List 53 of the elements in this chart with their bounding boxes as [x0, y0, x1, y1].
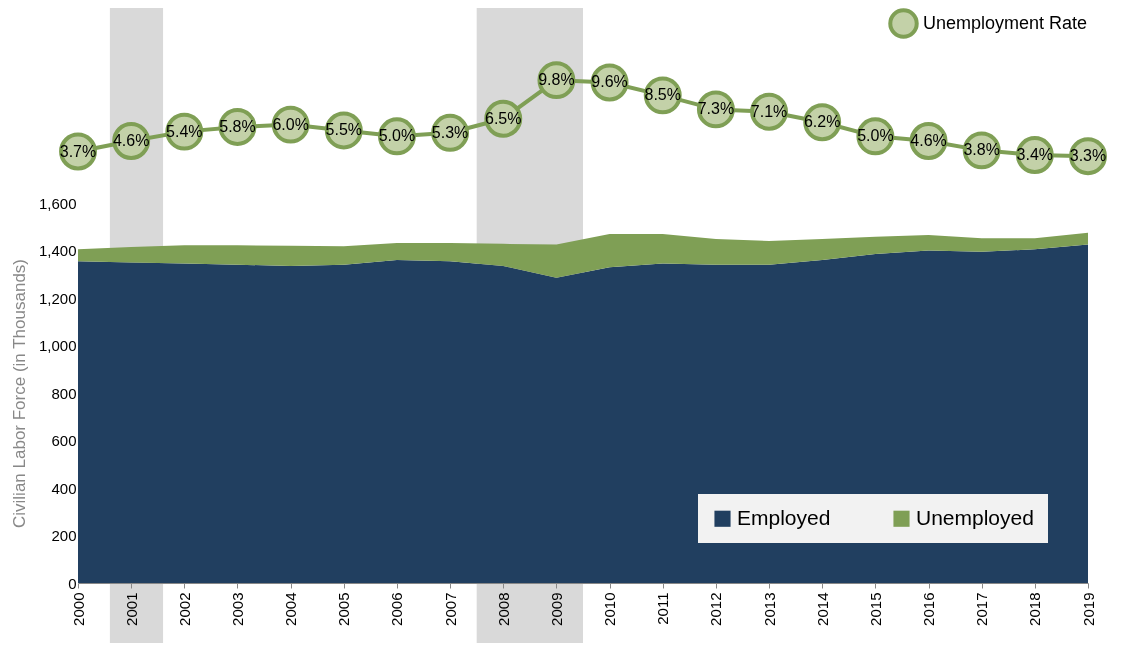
y-axis-title: Civilian Labor Force (in Thousands)	[9, 259, 29, 528]
legend-label: Unemployed	[916, 505, 1034, 529]
data-label: 3.4%	[1016, 146, 1054, 164]
y-tick-label: 600	[51, 432, 77, 449]
x-tick-label: 2001	[122, 592, 140, 626]
y-tick-label: 200	[51, 527, 77, 544]
data-label: 8.5%	[644, 86, 681, 104]
y-tick-label: 0	[68, 574, 77, 592]
data-label: 3.7%	[59, 142, 97, 160]
data-label: 5.3%	[431, 123, 469, 141]
data-label: 5.0%	[857, 127, 894, 145]
x-tick-label: 2013	[760, 592, 778, 626]
data-label: 4.6%	[910, 131, 947, 149]
x-tick-label: 2000	[69, 592, 87, 626]
x-tick-label: 2018	[1026, 592, 1044, 626]
x-tick-label: 2019	[1079, 592, 1097, 626]
legend-label: Employed	[737, 505, 831, 529]
x-tick-label: 2002	[175, 592, 193, 626]
data-label: 9.6%	[591, 73, 628, 91]
data-label: 3.3%	[1069, 147, 1107, 165]
x-tick-label: 2003	[228, 592, 246, 626]
x-tick-label: 2014	[813, 592, 831, 626]
data-label: 5.5%	[325, 121, 363, 139]
x-tick-label: 2009	[547, 592, 565, 626]
data-label: 5.8%	[219, 117, 256, 135]
data-label: 6.2%	[803, 113, 841, 131]
x-tick-label: 2011	[654, 592, 672, 625]
y-tick-label: 1,600	[38, 194, 77, 212]
x-tick-label: 2012	[707, 592, 725, 626]
y-tick-label: 1,200	[38, 289, 77, 307]
x-tick-label: 2015	[866, 592, 884, 626]
data-label: 7.1%	[750, 102, 788, 120]
data-label: 3.8%	[963, 141, 1000, 159]
data-label: 6.0%	[272, 115, 309, 133]
y-tick-label: 400	[51, 479, 77, 497]
data-label: 4.6%	[112, 131, 150, 149]
data-label: 5.0%	[378, 127, 416, 145]
x-tick-label: 2010	[601, 592, 619, 626]
data-label: 9.8%	[538, 71, 575, 89]
x-tick-label: 2008	[494, 592, 512, 626]
y-tick-label: 800	[51, 384, 77, 402]
data-label: 7.3%	[697, 100, 735, 118]
x-tick-label: 2006	[388, 592, 406, 626]
data-label: 5.4%	[166, 122, 203, 140]
x-tick-label: 2005	[335, 592, 353, 626]
x-tick-label: 2007	[441, 592, 459, 626]
y-tick-label: 1,400	[38, 242, 77, 259]
legend-label: Unemployment Rate	[923, 12, 1088, 33]
x-tick-label: 2004	[282, 592, 300, 626]
x-tick-label: 2016	[920, 592, 938, 626]
x-tick-label: 2017	[973, 592, 991, 626]
data-label: 6.5%	[485, 109, 522, 127]
y-tick-label: 1,000	[38, 337, 77, 354]
